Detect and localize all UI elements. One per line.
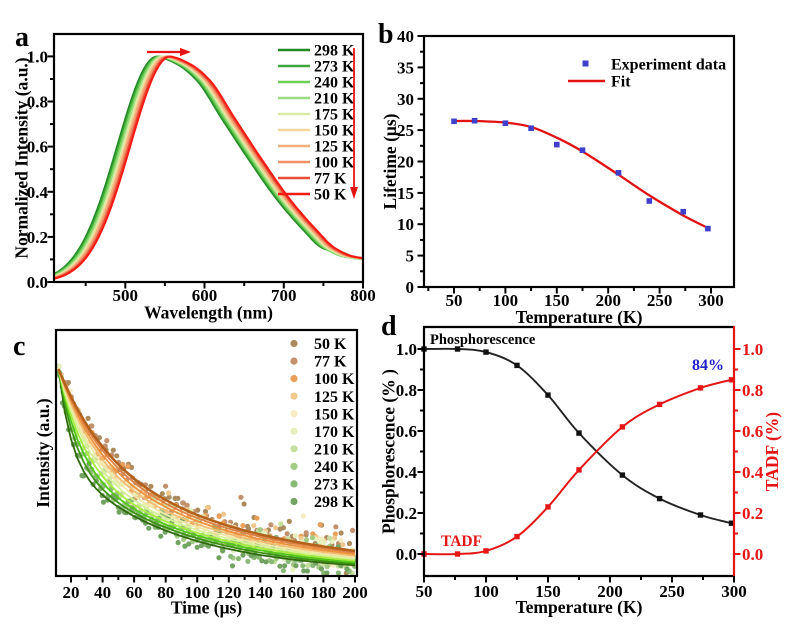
svg-text:c: c: [13, 331, 25, 362]
svg-text:150 K: 150 K: [314, 123, 355, 140]
svg-text:60: 60: [126, 583, 143, 602]
svg-text:200: 200: [595, 291, 621, 310]
svg-text:0.4: 0.4: [27, 183, 49, 202]
svg-text:240 K: 240 K: [314, 75, 355, 92]
svg-text:200: 200: [342, 583, 368, 602]
svg-text:125 K: 125 K: [314, 389, 355, 406]
svg-text:Fit: Fit: [611, 74, 631, 91]
svg-text:0.8: 0.8: [27, 93, 48, 112]
svg-text:TADF (%): TADF (%): [762, 412, 782, 491]
svg-text:1.0: 1.0: [396, 340, 417, 359]
svg-text:50: 50: [446, 291, 463, 310]
svg-text:150 K: 150 K: [314, 406, 355, 423]
svg-text:50 K: 50 K: [314, 187, 347, 204]
svg-text:1.0: 1.0: [27, 47, 48, 66]
svg-text:273 K: 273 K: [314, 477, 355, 494]
svg-text:77 K: 77 K: [314, 171, 347, 188]
svg-text:84%: 84%: [692, 357, 724, 374]
svg-text:35: 35: [397, 58, 414, 77]
svg-text:Lifetime (μs): Lifetime (μs): [380, 113, 400, 209]
svg-text:0.0: 0.0: [742, 545, 763, 564]
svg-text:Normalized Intensity (a.u.): Normalized Intensity (a.u.): [12, 57, 32, 258]
svg-text:300: 300: [721, 582, 747, 601]
svg-text:0.4: 0.4: [742, 463, 764, 482]
svg-text:a: a: [15, 22, 29, 53]
svg-text:20: 20: [63, 583, 80, 602]
svg-text:TADF: TADF: [441, 533, 482, 550]
svg-text:100 K: 100 K: [314, 371, 355, 388]
svg-text:0.6: 0.6: [742, 422, 763, 441]
svg-text:700: 700: [271, 286, 297, 305]
svg-text:0.0: 0.0: [27, 273, 48, 292]
svg-text:800: 800: [350, 286, 376, 305]
svg-text:125 K: 125 K: [314, 139, 355, 156]
svg-text:0.2: 0.2: [27, 228, 48, 247]
svg-text:40: 40: [94, 583, 111, 602]
svg-text:0: 0: [406, 278, 415, 297]
svg-text:Intensity (a.u.): Intensity (a.u.): [33, 398, 53, 508]
svg-text:600: 600: [192, 286, 218, 305]
svg-text:0.0: 0.0: [396, 545, 417, 564]
svg-text:77 K: 77 K: [314, 354, 347, 371]
svg-text:0.2: 0.2: [396, 504, 417, 523]
svg-text:25: 25: [397, 121, 414, 140]
svg-text:298 K: 298 K: [314, 494, 355, 511]
svg-text:30: 30: [397, 90, 414, 109]
svg-text:273 K: 273 K: [314, 59, 355, 76]
svg-text:240 K: 240 K: [314, 459, 355, 476]
svg-text:Phosphorescence: Phosphorescence: [430, 332, 536, 348]
svg-text:0.2: 0.2: [742, 504, 763, 523]
svg-text:150: 150: [535, 582, 561, 601]
svg-text:Time (μs): Time (μs): [171, 598, 242, 618]
svg-text:d: d: [381, 311, 397, 342]
svg-text:10: 10: [397, 215, 414, 234]
svg-text:250: 250: [647, 291, 673, 310]
svg-text:150: 150: [544, 291, 570, 310]
svg-text:1.0: 1.0: [742, 340, 763, 359]
svg-text:80: 80: [157, 583, 174, 602]
svg-text:298 K: 298 K: [314, 43, 355, 60]
svg-text:100: 100: [493, 291, 519, 310]
svg-text:120: 120: [216, 583, 242, 602]
svg-text:300: 300: [698, 291, 724, 310]
svg-text:Temperature (K): Temperature (K): [516, 597, 643, 617]
svg-text:Experiment data: Experiment data: [611, 57, 726, 74]
svg-text:170 K: 170 K: [314, 424, 355, 441]
svg-text:0.4: 0.4: [396, 463, 418, 482]
svg-text:15: 15: [397, 184, 414, 203]
svg-text:500: 500: [113, 286, 139, 305]
svg-text:175 K: 175 K: [314, 107, 355, 124]
svg-text:100: 100: [473, 582, 499, 601]
svg-text:b: b: [378, 19, 394, 50]
svg-text:0.8: 0.8: [396, 381, 417, 400]
svg-text:0.8: 0.8: [742, 381, 763, 400]
svg-text:100 K: 100 K: [314, 155, 355, 172]
svg-text:250: 250: [659, 582, 685, 601]
svg-text:50: 50: [416, 582, 433, 601]
svg-text:Wavelength (nm): Wavelength (nm): [144, 303, 273, 323]
svg-text:Phosphorescence (% ): Phosphorescence (% ): [379, 369, 399, 534]
svg-text:50 K: 50 K: [314, 336, 347, 353]
svg-text:180: 180: [311, 583, 337, 602]
svg-text:100: 100: [184, 583, 210, 602]
svg-text:0.6: 0.6: [396, 422, 417, 441]
svg-text:200: 200: [597, 582, 623, 601]
svg-text:5: 5: [406, 247, 415, 266]
svg-text:Temperature (K): Temperature (K): [516, 307, 643, 327]
svg-text:210 K: 210 K: [314, 91, 355, 108]
svg-text:160: 160: [279, 583, 305, 602]
svg-text:40: 40: [397, 27, 414, 46]
svg-text:210 K: 210 K: [314, 441, 355, 458]
svg-text:20: 20: [397, 153, 414, 172]
svg-text:140: 140: [248, 583, 274, 602]
svg-text:0.6: 0.6: [27, 138, 48, 157]
